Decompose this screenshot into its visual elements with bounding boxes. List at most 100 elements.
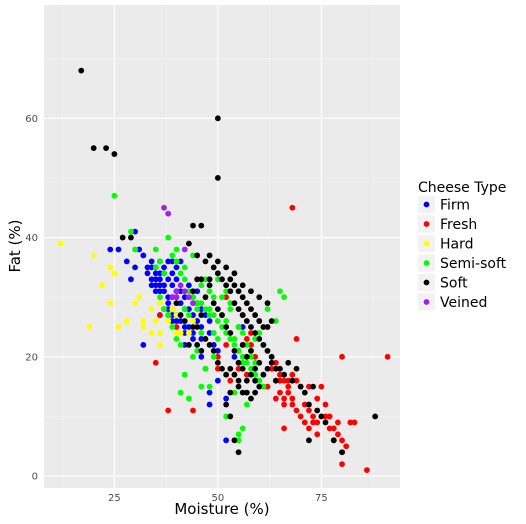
data-point-firm — [223, 395, 230, 402]
data-point-firm — [148, 276, 155, 283]
data-point-soft — [111, 151, 118, 157]
y-tick-label: 20 — [25, 352, 38, 363]
plot-panel — [44, 5, 400, 488]
data-point-fresh — [223, 341, 230, 348]
data-point-semi-soft — [165, 312, 172, 318]
data-point-semi-soft — [223, 330, 230, 336]
data-point-semi-soft — [181, 276, 188, 283]
data-point-semi-soft — [206, 312, 213, 318]
data-point-soft — [310, 383, 316, 390]
data-point-firm — [190, 336, 196, 342]
data-point-fresh — [277, 377, 283, 384]
data-point-firm — [223, 437, 230, 444]
data-point-soft — [223, 264, 230, 271]
data-point-firm — [140, 252, 147, 259]
data-point-fresh — [243, 336, 250, 342]
data-point-semi-soft — [161, 306, 167, 313]
data-point-soft — [252, 312, 259, 318]
data-point-soft — [119, 234, 126, 241]
data-point-semi-soft — [185, 288, 192, 295]
data-point-fresh — [347, 419, 354, 426]
data-point-soft — [210, 347, 217, 354]
data-point-semi-soft — [281, 294, 287, 301]
data-point-soft — [210, 264, 217, 271]
data-point-semi-soft — [272, 318, 279, 324]
data-point-hard — [157, 300, 163, 307]
data-point-semi-soft — [243, 359, 250, 366]
data-point-semi-soft — [223, 288, 230, 295]
data-point-soft — [248, 347, 254, 354]
data-point-fresh — [214, 365, 221, 372]
data-point-firm — [161, 264, 167, 271]
data-point-soft — [256, 336, 263, 342]
data-point-soft — [194, 276, 201, 283]
data-point-fresh — [243, 371, 250, 378]
data-point-firm — [152, 282, 159, 289]
data-point-semi-soft — [235, 437, 242, 444]
data-point-soft — [243, 318, 250, 324]
data-point-fresh — [281, 395, 287, 402]
data-point-soft — [190, 324, 196, 330]
data-point-semi-soft — [239, 359, 246, 366]
data-point-semi-soft — [210, 330, 217, 336]
y-axis-ticks: 0 20 40 60 — [25, 114, 38, 483]
data-point-firm — [128, 276, 134, 283]
data-point-soft — [194, 324, 201, 330]
data-point-hard — [123, 318, 130, 324]
data-point-firm — [206, 389, 213, 396]
data-point-firm — [198, 306, 205, 313]
data-point-soft — [214, 175, 221, 181]
data-point-fresh — [277, 389, 283, 396]
data-point-hard — [148, 306, 155, 313]
data-point-soft — [248, 306, 254, 313]
data-point-semi-soft — [206, 383, 213, 390]
data-point-semi-soft — [194, 300, 201, 307]
data-point-hard — [132, 300, 138, 307]
data-point-semi-soft — [227, 336, 234, 342]
legend-label-veined: Veined — [440, 295, 487, 311]
data-point-fresh — [330, 425, 337, 432]
data-point-fresh — [293, 336, 300, 342]
data-point-fresh — [157, 312, 163, 318]
legend-label-hard: Hard — [440, 237, 474, 253]
data-point-firm — [157, 270, 163, 277]
data-point-soft — [268, 318, 275, 324]
data-point-firm — [181, 330, 188, 336]
data-point-semi-soft — [243, 341, 250, 348]
data-point-firm — [206, 401, 213, 408]
data-point-soft — [103, 145, 109, 152]
data-point-semi-soft — [256, 330, 263, 336]
data-point-firm — [190, 330, 196, 336]
data-point-fresh — [322, 413, 329, 420]
data-point-hard — [57, 240, 64, 247]
data-point-firm — [144, 270, 151, 277]
data-point-soft — [214, 115, 221, 122]
data-point-fresh — [281, 401, 287, 408]
data-point-soft — [202, 336, 209, 342]
data-point-firm — [198, 336, 205, 342]
data-point-semi-soft — [227, 300, 234, 307]
data-point-semi-soft — [210, 353, 217, 360]
legend-marker-fresh — [423, 221, 430, 227]
data-point-soft — [252, 377, 259, 384]
data-point-fresh — [190, 407, 196, 414]
data-point-soft — [214, 270, 221, 277]
data-point-fresh — [343, 443, 350, 450]
data-point-fresh — [152, 359, 159, 366]
data-point-fresh — [289, 204, 296, 211]
data-point-soft — [235, 359, 242, 366]
data-point-soft — [78, 67, 85, 74]
data-point-semi-soft — [132, 246, 138, 253]
data-point-soft — [314, 407, 321, 414]
data-point-hard — [177, 330, 184, 336]
data-point-veined — [181, 246, 188, 253]
x-axis-ticks: 25 50 75 — [108, 493, 328, 504]
data-point-soft — [190, 288, 196, 295]
data-point-soft — [285, 359, 292, 366]
data-point-veined — [181, 288, 188, 295]
data-point-semi-soft — [206, 306, 213, 313]
data-point-semi-soft — [260, 383, 267, 390]
data-point-fresh — [339, 437, 345, 444]
data-point-semi-soft — [206, 288, 213, 295]
data-point-firm — [169, 318, 176, 324]
